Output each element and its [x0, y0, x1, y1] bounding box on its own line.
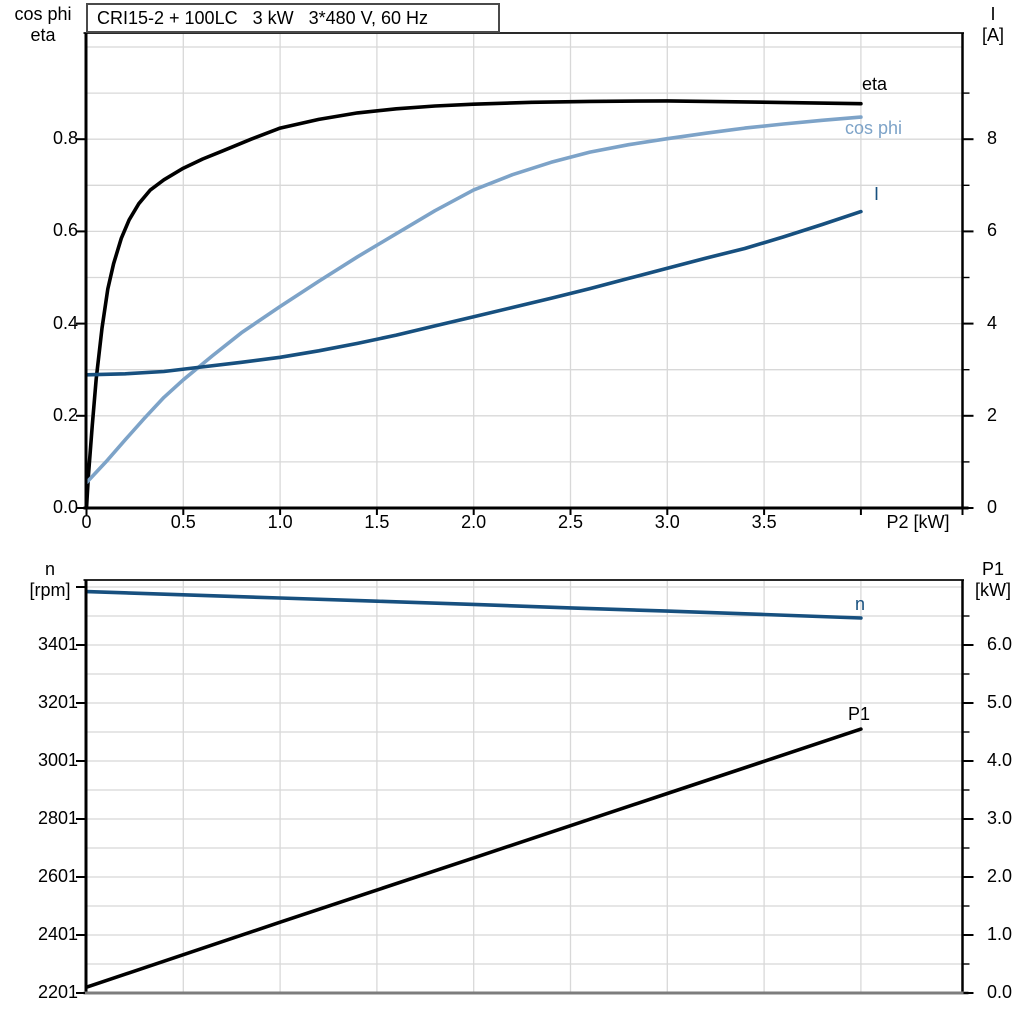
bottom-chart-ticks: [76, 586, 974, 994]
tick-label: 0.8: [52, 128, 78, 149]
x-axis-title: P2 [kW]: [872, 512, 964, 533]
cos-phi-curve: [84, 115, 863, 485]
p1-curve-label: P1: [848, 704, 871, 724]
top-left-axis-title: cos phi eta: [4, 4, 82, 46]
n-curve: [84, 589, 863, 620]
tick-label: 1.5: [364, 512, 390, 532]
axis-title-line: I: [990, 4, 996, 24]
tick-label: 3201: [37, 692, 78, 712]
tick-label: 2201: [37, 982, 78, 1002]
bottom-right-axis-title: P1 [kW]: [962, 559, 1024, 601]
chart-title: CRI15-2 + 100LC 3 kW 3*480 V, 60 Hz: [86, 3, 500, 33]
axis-title-line: cos phi: [14, 4, 72, 24]
top-right-axis-title: I [A]: [964, 4, 1022, 46]
tick-label: 0.4: [52, 312, 78, 333]
tick-label: 0.5: [170, 512, 196, 532]
top-chart-frame: [83, 32, 969, 510]
eta-curve: [84, 99, 863, 510]
axis-title-line: [A]: [981, 25, 1004, 45]
cos-phi-curve-label: cos phi: [845, 118, 903, 138]
bottom-chart-frame: [83, 579, 969, 995]
tick-label: 0.2: [52, 404, 78, 425]
tick-label: 3.5: [751, 512, 777, 532]
tick-label: 1.0: [987, 924, 1013, 944]
top-chart-ticks: [76, 92, 974, 515]
tick-label: 1.0: [267, 512, 293, 532]
tick-label: 8: [987, 128, 998, 149]
tick-label: 0.0: [52, 497, 78, 517]
tick-label: 6: [987, 220, 998, 241]
tick-label: 3401: [37, 634, 78, 654]
tick-label: 2601: [37, 866, 78, 886]
tick-label: 3001: [37, 750, 78, 770]
bottom-chart-curves: [84, 589, 863, 990]
p1-curve: [84, 727, 863, 990]
tick-label: 2801: [37, 808, 78, 828]
tick-label: 0.6: [52, 220, 78, 241]
tick-label: 3.0: [654, 512, 680, 532]
eta-curve-label: eta: [862, 74, 888, 94]
axis-title-line: [rpm]: [29, 580, 71, 600]
top-chart-grid: [85, 33, 963, 508]
axis-title-line: P1: [981, 559, 1005, 579]
i-curve: [84, 209, 863, 377]
tick-label: 2.0: [987, 866, 1013, 886]
bottom-chart-grid: [85, 580, 963, 993]
tick-label: 2.5: [557, 512, 584, 532]
tick-label: 2: [987, 404, 998, 425]
speed-curve-label: n: [855, 594, 866, 614]
tick-label: 0.0: [987, 982, 1013, 1002]
tick-label: 5.0: [987, 692, 1013, 712]
current-curve-label: I: [874, 184, 880, 204]
tick-label: 3.0: [987, 808, 1013, 828]
tick-label: 2401: [37, 924, 78, 944]
top-chart-curves: [84, 99, 863, 510]
axis-title-line: n: [44, 559, 55, 579]
axis-title-line: eta: [30, 25, 56, 45]
tick-label: 0: [81, 512, 92, 532]
tick-label: 6.0: [987, 634, 1013, 654]
tick-label: 4: [987, 312, 998, 333]
tick-label: 4.0: [987, 750, 1013, 770]
tick-label: 0: [987, 497, 998, 517]
bottom-left-axis-title: n [rpm]: [12, 559, 88, 601]
tick-label: 2.0: [461, 512, 487, 532]
axis-title-line: [kW]: [975, 580, 1011, 600]
axis-title-line: P2 [kW]: [886, 512, 950, 532]
